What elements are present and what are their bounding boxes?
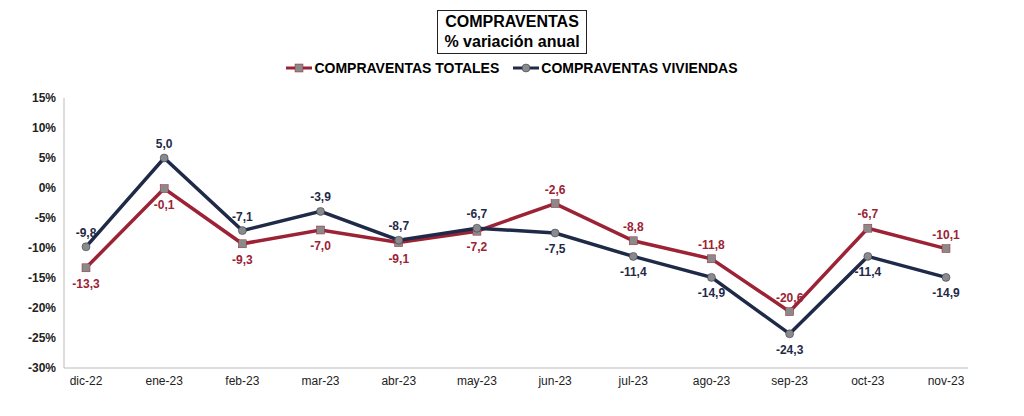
svg-text:-7,0: -7,0 xyxy=(310,239,331,253)
svg-text:-11,4: -11,4 xyxy=(620,265,647,279)
svg-text:-2,6: -2,6 xyxy=(545,183,566,197)
svg-text:-10,1: -10,1 xyxy=(932,228,960,242)
svg-text:5,0: 5,0 xyxy=(156,137,173,151)
svg-text:-6,7: -6,7 xyxy=(467,207,488,221)
svg-text:may-23: may-23 xyxy=(457,374,497,388)
svg-text:nov-23: nov-23 xyxy=(928,374,965,388)
svg-text:-15%: -15% xyxy=(28,271,56,285)
svg-text:-9,8: -9,8 xyxy=(76,226,97,240)
svg-text:5%: 5% xyxy=(39,151,57,165)
svg-text:-10%: -10% xyxy=(28,241,56,255)
svg-text:-0,1: -0,1 xyxy=(154,198,175,212)
svg-text:-20,6: -20,6 xyxy=(776,291,804,305)
svg-text:sep-23: sep-23 xyxy=(771,374,808,388)
svg-text:-8,7: -8,7 xyxy=(388,219,409,233)
svg-text:-14,9: -14,9 xyxy=(932,286,960,300)
svg-text:-7,5: -7,5 xyxy=(545,242,566,256)
svg-text:-11,8: -11,8 xyxy=(698,238,725,252)
svg-text:-7,1: -7,1 xyxy=(232,210,253,224)
svg-text:-7,2: -7,2 xyxy=(467,240,488,254)
svg-text:15%: 15% xyxy=(32,91,56,105)
svg-text:oct-23: oct-23 xyxy=(851,374,885,388)
svg-text:-30%: -30% xyxy=(28,361,56,375)
html-text:COMPRAVENTAS TOTALES: COMPRAVENTAS TOTALES xyxy=(314,60,500,76)
svg-text:-25%: -25% xyxy=(28,331,56,345)
html-text:COMPRAVENTAS: COMPRAVENTAS xyxy=(445,13,579,30)
svg-text:-6,7: -6,7 xyxy=(857,207,878,221)
svg-text:mar-23: mar-23 xyxy=(302,374,340,388)
svg-text:-24,3: -24,3 xyxy=(776,343,804,357)
svg-text:10%: 10% xyxy=(32,121,56,135)
svg-text:dic-22: dic-22 xyxy=(70,374,103,388)
svg-text:-5%: -5% xyxy=(35,211,57,225)
svg-text:jul-23: jul-23 xyxy=(618,374,649,388)
html-text:COMPRAVENTAS VIVIENDAS: COMPRAVENTAS VIVIENDAS xyxy=(541,60,738,76)
html-text:% variación anual: % variación anual xyxy=(444,33,580,50)
svg-text:abr-23: abr-23 xyxy=(381,374,416,388)
svg-text:-9,3: -9,3 xyxy=(232,253,253,267)
svg-text:ene-23: ene-23 xyxy=(145,374,183,388)
svg-text:jun-23: jun-23 xyxy=(537,374,572,388)
svg-text:-11,4: -11,4 xyxy=(854,265,881,279)
svg-text:-3,9: -3,9 xyxy=(310,190,331,204)
svg-text:ago-23: ago-23 xyxy=(693,374,731,388)
svg-text:-13,3: -13,3 xyxy=(72,277,100,291)
svg-text:feb-23: feb-23 xyxy=(225,374,259,388)
svg-text:-9,1: -9,1 xyxy=(388,252,409,266)
svg-text:-8,8: -8,8 xyxy=(623,220,644,234)
svg-text:0%: 0% xyxy=(39,181,57,195)
svg-text:-20%: -20% xyxy=(28,301,56,315)
svg-text:-14,9: -14,9 xyxy=(698,286,726,300)
